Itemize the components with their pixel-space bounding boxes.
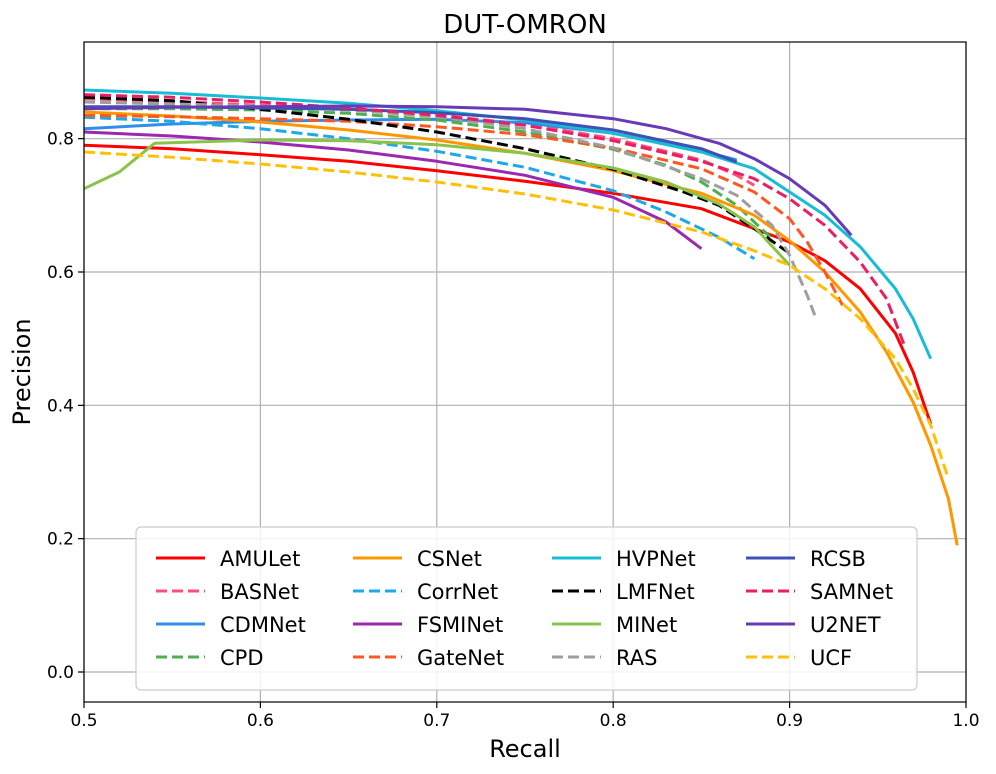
legend-label-gatenet: GateNet (417, 646, 504, 670)
plot-frame (83, 41, 967, 703)
x-tick-label: 0.6 (247, 711, 274, 731)
series-line-hvpnet (83, 88, 933, 360)
y-tick-label: 0.2 (47, 530, 74, 550)
legend-label-samnet: SAMNet (810, 580, 893, 604)
series-lines (83, 88, 959, 546)
series-line-csnet (83, 110, 959, 546)
legend-label-csnet: CSNet (417, 547, 482, 571)
x-tick-label: 0.8 (600, 711, 627, 731)
x-tick-label: 1.0 (952, 711, 979, 731)
series-line-amulet (83, 143, 933, 425)
legend-label-ucf: UCF (810, 646, 852, 670)
legend-label-basnet: BASNet (220, 580, 299, 604)
legend-label-hvpnet: HVPNet (616, 547, 696, 571)
y-tick-label: 0.8 (47, 130, 74, 150)
legend-label-lmfnet: LMFNet (616, 580, 695, 604)
series-line-corrnet (83, 115, 756, 260)
legend: AMULet BASNet CDMNet CPD CSNet CorrNet FSMINet… (135, 526, 918, 691)
x-tick-label: 0.7 (423, 711, 450, 731)
y-axis-label: Precision (8, 318, 36, 425)
series-line-fsminet (83, 130, 703, 250)
y-tick-label: 0.0 (47, 663, 74, 683)
legend-box (135, 526, 918, 691)
legend-label-u2net: U2NET (810, 613, 881, 637)
legend-label-minet: MINet (616, 613, 677, 637)
series-line-samnet (83, 93, 906, 346)
chart-title: DUT-OMRON (443, 10, 607, 40)
x-tick-label: 0.9 (776, 711, 803, 731)
legend-label-cdmnet: CDMNet (220, 613, 306, 637)
y-tick-label: 0.6 (47, 263, 74, 283)
legend-label-fsminet: FSMINet (417, 613, 503, 637)
legend-label-cpd: CPD (220, 646, 264, 670)
series-line-u2net (83, 104, 853, 237)
x-tick-label: 0.5 (70, 711, 97, 731)
axis-ticks: 0.5 0.6 0.7 0.8 0.9 1.0 0.0 0.2 0.4 0.6 0.8 (47, 130, 980, 731)
x-axis-label: Recall (489, 735, 561, 763)
series-line-minet (83, 138, 791, 267)
y-tick-label: 0.4 (47, 396, 74, 416)
legend-label-ras: RAS (616, 646, 657, 670)
legend-label-amulet: AMULet (220, 547, 300, 571)
legend-label-rcsb: RCSB (810, 547, 866, 571)
legend-label-corrnet: CorrNet (417, 580, 498, 604)
